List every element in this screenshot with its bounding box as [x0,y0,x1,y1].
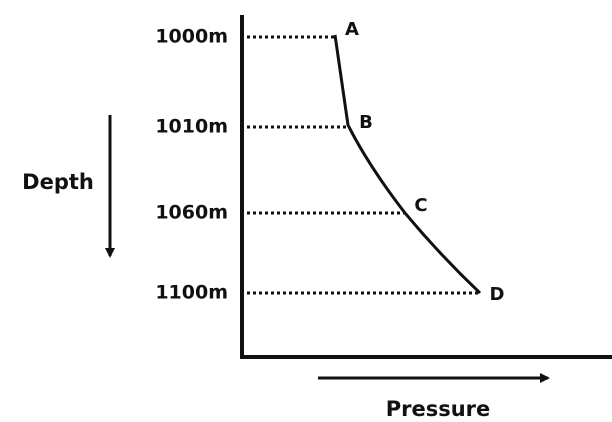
point-label: B [359,112,373,133]
pressure-label: Pressure [386,397,491,421]
depth-value: 1010m [155,116,228,138]
pressure-curve [333,34,482,295]
depth-value: 1100m [155,282,228,304]
depth-value: 1000m [155,26,228,48]
point-label: A [345,19,359,40]
point-label: C [414,195,427,216]
point-label: D [490,284,505,305]
depth-label: Depth [22,170,94,194]
depth-value: 1060m [155,202,228,224]
